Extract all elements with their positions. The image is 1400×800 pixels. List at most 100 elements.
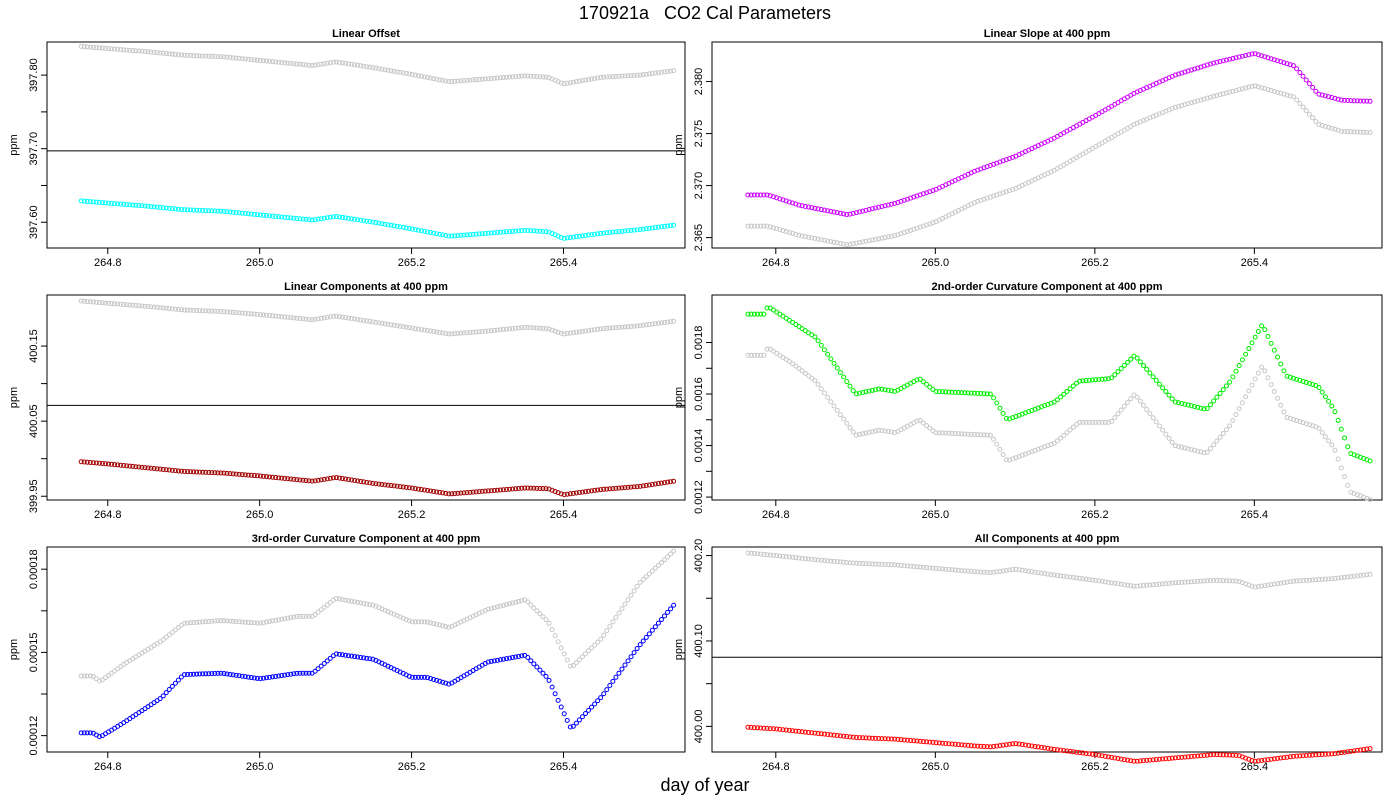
data-point <box>796 232 802 238</box>
data-point <box>1367 497 1373 503</box>
data-point <box>230 471 236 477</box>
data-point <box>1054 438 1060 444</box>
data-point <box>306 217 312 223</box>
data-point <box>793 363 799 369</box>
data-point <box>1112 580 1118 586</box>
data-point <box>421 674 427 680</box>
data-point <box>655 70 661 76</box>
data-point <box>1156 756 1162 762</box>
data-point <box>224 470 230 476</box>
data-point <box>885 202 891 208</box>
data-point <box>1284 92 1290 98</box>
data-point <box>1249 83 1255 89</box>
data-point <box>1211 398 1217 404</box>
data-point <box>434 621 440 627</box>
data-point <box>622 228 628 234</box>
data-point <box>751 352 757 358</box>
data-point <box>1310 752 1316 758</box>
data-point <box>1163 756 1169 762</box>
data-point <box>440 232 446 238</box>
data-point <box>136 464 142 470</box>
data-point <box>264 312 269 318</box>
data-point <box>197 469 203 475</box>
data-point <box>133 302 139 308</box>
data-point <box>604 687 610 693</box>
data-point <box>1281 580 1287 586</box>
data-point <box>879 204 885 210</box>
data-point <box>1342 574 1348 580</box>
data-point <box>507 326 513 332</box>
data-point <box>218 470 224 476</box>
data-point <box>1141 758 1147 764</box>
data-point <box>610 678 616 684</box>
data-point <box>203 469 209 475</box>
data-point <box>946 741 952 747</box>
data-point <box>1019 567 1025 573</box>
data-point <box>844 242 850 248</box>
data-point <box>239 673 245 679</box>
data-point <box>415 73 421 79</box>
data-point <box>1096 419 1102 425</box>
data-point <box>434 489 440 495</box>
data-point <box>1086 577 1092 583</box>
data-point <box>1182 754 1188 760</box>
data-point <box>1185 754 1191 760</box>
data-point <box>1118 366 1124 372</box>
data-point <box>885 429 891 434</box>
data-point <box>1255 584 1261 590</box>
data-point <box>1313 118 1319 124</box>
x-tick-label: 265.2 <box>398 257 426 269</box>
data-point <box>619 606 625 612</box>
data-point <box>507 601 513 607</box>
data-point <box>519 228 525 234</box>
data-point <box>649 225 655 231</box>
data-point <box>1112 415 1118 421</box>
data-point <box>914 418 920 424</box>
data-point <box>306 478 312 484</box>
data-point <box>1166 755 1172 761</box>
data-point <box>303 316 309 322</box>
y-tick-label: 397.70 <box>28 132 40 166</box>
data-point <box>519 485 525 491</box>
data-point <box>504 229 510 235</box>
data-point <box>668 223 674 229</box>
data-point <box>206 671 212 677</box>
data-point <box>968 390 974 396</box>
data-point <box>367 602 373 608</box>
data-point <box>764 552 770 558</box>
data-point <box>218 670 224 676</box>
data-point <box>446 233 452 239</box>
data-point <box>885 562 891 568</box>
data-point <box>1147 411 1153 417</box>
data-point <box>288 60 294 66</box>
data-point <box>607 74 613 80</box>
data-point <box>1192 404 1198 410</box>
data-point <box>1313 752 1319 758</box>
data-point <box>181 672 187 678</box>
data-point <box>892 736 898 742</box>
data-point <box>121 47 127 53</box>
data-point <box>455 78 461 84</box>
data-point <box>1061 391 1067 397</box>
data-point <box>1223 578 1229 584</box>
data-point <box>504 326 510 332</box>
data-point <box>1322 751 1328 757</box>
data-point <box>555 490 561 496</box>
data-point <box>294 216 300 221</box>
data-point <box>1322 434 1328 440</box>
data-point <box>476 231 482 237</box>
data-point <box>157 466 163 472</box>
data-point <box>412 227 418 233</box>
data-point <box>440 679 446 685</box>
data-point <box>431 676 437 682</box>
data-point <box>748 724 754 730</box>
data-point <box>172 627 178 633</box>
data-point <box>1182 69 1188 75</box>
data-point <box>339 476 345 482</box>
data-point <box>1182 102 1188 108</box>
data-point <box>622 601 628 607</box>
data-point <box>825 731 831 737</box>
data-point <box>431 76 437 82</box>
data-point <box>634 583 640 589</box>
